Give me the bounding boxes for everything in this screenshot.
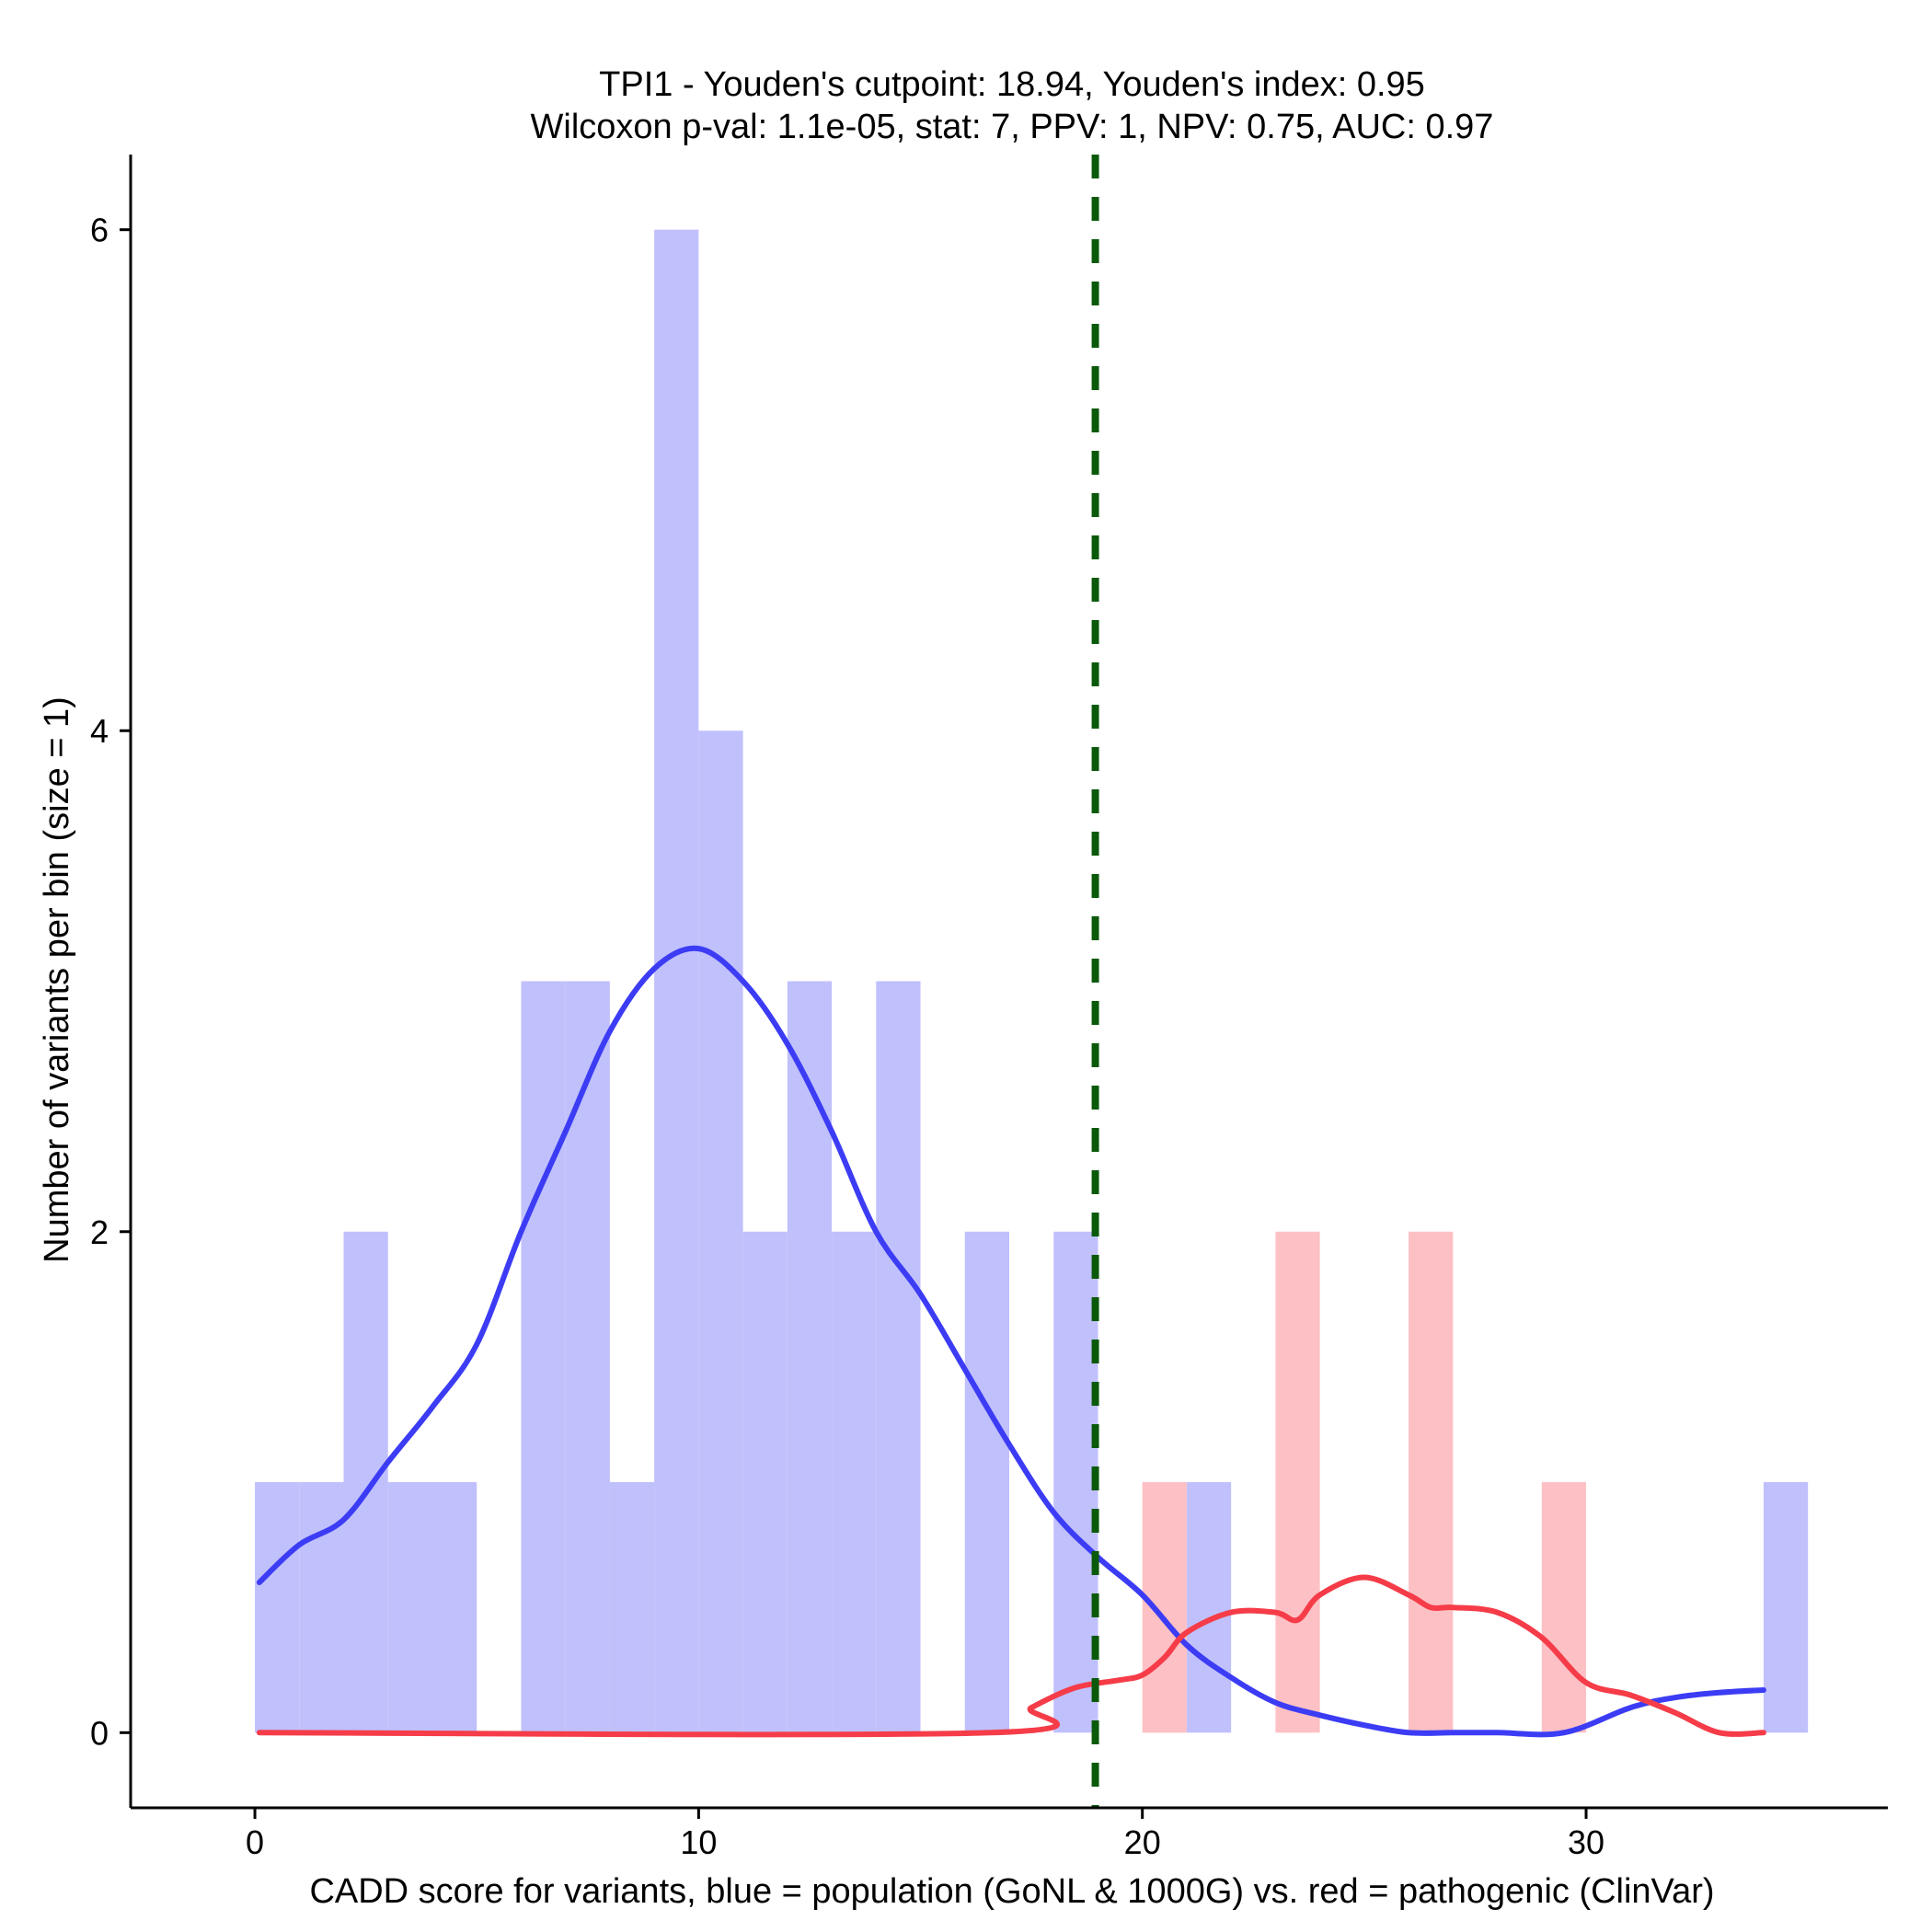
y-axis-ticks: 0 2 4 6: [90, 212, 131, 1752]
y-tick-label: 6: [90, 212, 109, 249]
population-bar: [431, 1482, 477, 1733]
y-tick-label: 4: [90, 712, 109, 750]
x-tick-label: 0: [246, 1823, 264, 1861]
population-bar: [343, 1231, 388, 1733]
population-bar: [876, 981, 921, 1733]
population-bar: [1763, 1482, 1809, 1733]
pathogenic-density-line: [256, 1574, 1766, 1738]
pathogenic-histogram: [1142, 1231, 1587, 1733]
x-tick-label: 30: [1568, 1823, 1604, 1861]
population-density-line: [256, 945, 1766, 1738]
pathogenic-bar: [1275, 1231, 1320, 1733]
x-axis-title: CADD score for variants, blue = populati…: [309, 1872, 1714, 1911]
population-bar: [1053, 1231, 1098, 1733]
x-axis-ticks: 0 10 20 30: [246, 1808, 1604, 1861]
population-bar: [521, 981, 566, 1733]
population-bar: [1186, 1482, 1232, 1733]
y-axis-title: Number of variants per bin (size = 1): [38, 696, 76, 1263]
chart-title-line1: TPI1 - Youden's cutpoint: 18.94, Youden'…: [599, 65, 1425, 104]
population-bar: [565, 981, 610, 1733]
population-bar: [698, 730, 743, 1733]
population-bar: [742, 1231, 788, 1733]
pathogenic-bar: [1541, 1482, 1587, 1733]
chart-title-line2: Wilcoxon p-val: 1.1e-05, stat: 7, PPV: 1…: [531, 108, 1494, 146]
population-bar: [609, 1482, 655, 1733]
population-bar: [832, 1231, 877, 1733]
x-tick-label: 10: [680, 1823, 717, 1861]
x-tick-label: 20: [1124, 1823, 1161, 1861]
population-bar: [654, 229, 699, 1733]
population-bar: [787, 981, 833, 1733]
population-bar: [387, 1482, 432, 1733]
population-histogram: [255, 229, 1809, 1733]
population-bar: [964, 1231, 1009, 1733]
y-tick-label: 2: [90, 1213, 109, 1251]
population-bar: [255, 1482, 300, 1733]
pathogenic-bar: [1409, 1231, 1454, 1733]
population-bar: [299, 1482, 344, 1733]
pathogenic-bar: [1142, 1482, 1187, 1733]
y-tick-label: 0: [90, 1714, 109, 1752]
